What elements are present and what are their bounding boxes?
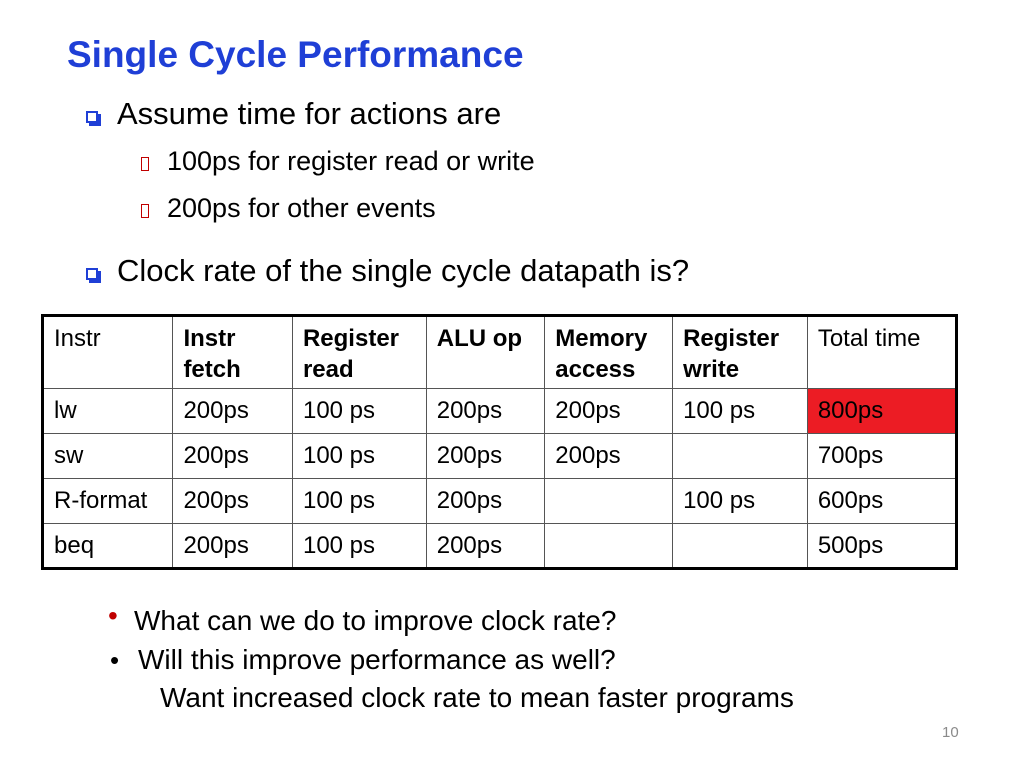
table-cell: beq — [41, 523, 174, 569]
table-cell: 100 ps — [291, 523, 427, 569]
table-cell: 200ps — [425, 478, 546, 524]
question-improve-performance: Will this improve performance as well? — [138, 644, 616, 675]
table-cell: R-format — [41, 478, 174, 524]
table-cell: 700ps — [806, 433, 958, 479]
table-cell: 100 ps — [672, 388, 808, 434]
bullet-other-time: 200ps for other events — [167, 193, 436, 223]
square-bullet-icon — [86, 111, 98, 123]
table-cell: 500ps — [806, 523, 958, 569]
table-cell: 200ps — [544, 388, 674, 434]
table-row: sw 200ps 100 ps 200ps 200ps 700ps — [41, 433, 958, 479]
table-cell: 200ps — [425, 388, 546, 434]
question-improve-clock: What can we do to improve clock rate? — [134, 605, 617, 636]
table-cell: lw — [41, 388, 174, 434]
header-cell: Register read — [291, 315, 427, 389]
bullet-register-time: 100ps for register read or write — [167, 146, 535, 176]
header-cell: Register write — [672, 315, 808, 389]
red-dot-bullet-icon: • — [108, 600, 118, 631]
table-cell — [544, 478, 674, 524]
table-cell — [672, 523, 808, 569]
square-bullet-icon — [86, 268, 98, 280]
table-cell: 100 ps — [291, 388, 427, 434]
hollow-bullet-icon — [141, 157, 149, 171]
table-cell: 200ps — [544, 433, 674, 479]
table-cell: 200ps — [172, 523, 293, 569]
table-cell — [672, 433, 808, 479]
page-number: 10 — [942, 724, 959, 741]
table-cell: 200ps — [172, 433, 293, 479]
header-cell: Total time — [806, 315, 958, 389]
header-cell: Instr — [41, 315, 174, 389]
table-cell: 100 ps — [672, 478, 808, 524]
table-cell: 100 ps — [291, 433, 427, 479]
table-row: R-format 200ps 100 ps 200ps 100 ps 600ps — [41, 478, 958, 524]
table-cell — [544, 523, 674, 569]
table-header-row: Instr Instr fetch Register read ALU op M… — [41, 315, 958, 389]
note-faster-programs: Want increased clock rate to mean faster… — [160, 682, 794, 713]
table-cell: sw — [41, 433, 174, 479]
highlighted-total-cell: 800ps — [806, 388, 958, 434]
table-cell: 200ps — [425, 433, 546, 479]
header-cell: Instr fetch — [172, 315, 293, 389]
hollow-bullet-icon — [141, 204, 149, 218]
table-cell: 100 ps — [291, 478, 427, 524]
dot-bullet-icon: • — [110, 645, 120, 675]
bullet-clock-rate: Clock rate of the single cycle datapath … — [117, 253, 690, 288]
header-cell: Memory access — [544, 315, 674, 389]
timing-table: Instr Instr fetch Register read ALU op M… — [41, 314, 958, 570]
table-cell: 600ps — [806, 478, 958, 524]
slide-title: Single Cycle Performance — [67, 34, 524, 75]
table-cell: 200ps — [172, 478, 293, 524]
table-cell: 200ps — [425, 523, 546, 569]
table-row: beq 200ps 100 ps 200ps 500ps — [41, 523, 958, 569]
table-cell: 200ps — [172, 388, 293, 434]
header-cell: ALU op — [425, 315, 546, 389]
bullet-assume-time: Assume time for actions are — [117, 96, 502, 131]
table-row: lw 200ps 100 ps 200ps 200ps 100 ps 800ps — [41, 388, 958, 434]
